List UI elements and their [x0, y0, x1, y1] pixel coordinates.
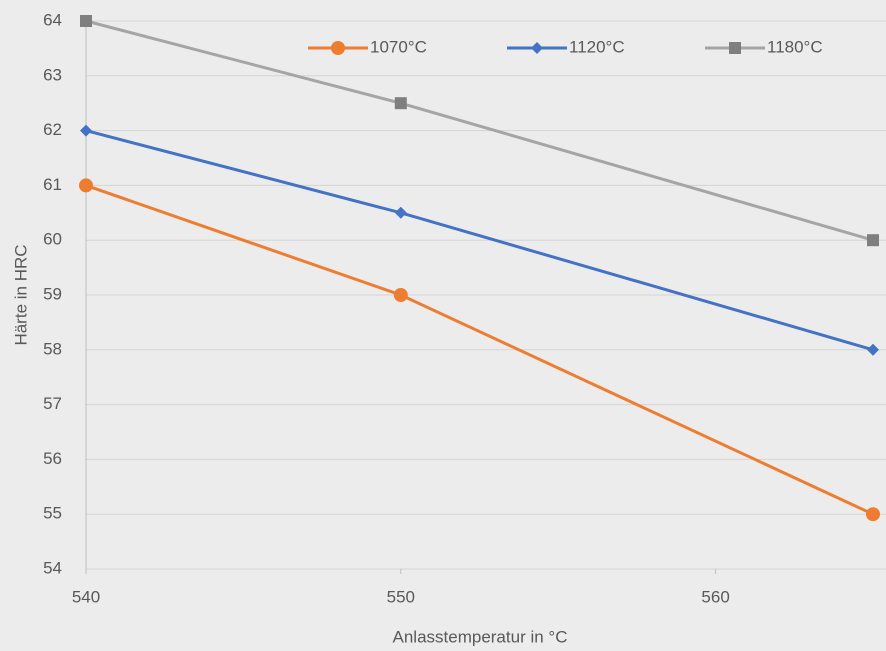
y-tick-label: 63: [43, 65, 62, 84]
y-tick-label: 58: [43, 339, 62, 358]
marker: [79, 178, 93, 192]
y-tick-label: 61: [43, 175, 62, 194]
y-tick-label: 64: [43, 10, 62, 29]
legend-label: 1070°C: [370, 37, 427, 56]
x-tick-label: 550: [387, 587, 415, 606]
marker: [80, 15, 92, 27]
y-tick-label: 62: [43, 120, 62, 139]
y-tick-label: 57: [43, 394, 62, 413]
y-tick-label: 54: [43, 558, 62, 577]
y-tick-label: 60: [43, 230, 62, 249]
x-tick-label: 560: [701, 587, 729, 606]
background: [0, 0, 886, 651]
marker: [866, 507, 880, 521]
y-tick-label: 56: [43, 449, 62, 468]
marker: [394, 288, 408, 302]
marker: [867, 234, 879, 246]
y-tick-label: 59: [43, 284, 62, 303]
marker: [395, 97, 407, 109]
x-tick-label: 540: [72, 587, 100, 606]
marker: [331, 41, 345, 55]
chart: Anlasstemperatur in °C Härte in HRC 54 55…: [0, 0, 886, 651]
y-tick-label: 55: [43, 504, 62, 523]
y-axis-title: Härte in HRC: [11, 244, 30, 345]
legend-label: 1180°C: [767, 37, 823, 56]
marker: [729, 42, 741, 54]
legend-label: 1120°C: [569, 37, 625, 56]
x-axis-title: Anlasstemperatur in °C: [393, 627, 568, 646]
